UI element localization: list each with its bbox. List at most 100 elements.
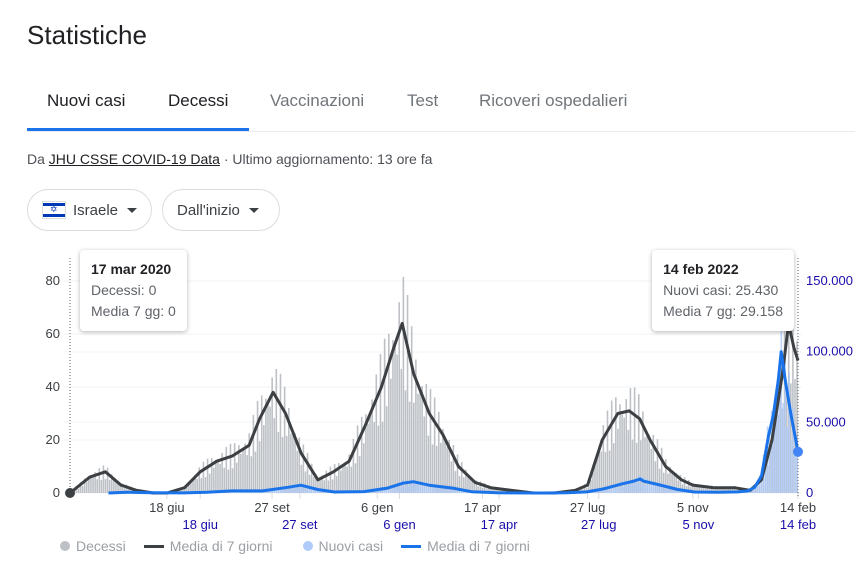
- bar: [471, 478, 473, 493]
- bar: [296, 450, 298, 493]
- bar: [250, 456, 253, 493]
- bar: [594, 465, 596, 493]
- tab-new-cases[interactable]: Nuovi casi: [47, 91, 126, 110]
- bar: [629, 388, 632, 493]
- bar: [494, 488, 496, 493]
- country-dropdown[interactable]: ✡ Israele: [27, 189, 152, 231]
- bar: [303, 483, 305, 493]
- bar: [467, 477, 469, 493]
- bar: [314, 488, 317, 493]
- bar: [583, 484, 586, 493]
- bar: [677, 489, 680, 493]
- bar: [421, 385, 423, 493]
- deaths-hover-point: [65, 488, 75, 498]
- bar: [458, 476, 461, 493]
- bar: [579, 486, 582, 493]
- bar: [83, 478, 86, 493]
- bar: [377, 425, 380, 493]
- bar: [310, 486, 313, 493]
- deaths-avg-line: [69, 321, 800, 495]
- bar: [393, 485, 396, 493]
- bar: [273, 418, 276, 493]
- bar: [433, 397, 436, 493]
- bar: [338, 463, 340, 493]
- bar: [631, 439, 634, 493]
- bar: [269, 406, 271, 493]
- bar: [317, 480, 319, 493]
- bar: [658, 485, 660, 493]
- bar: [254, 451, 257, 493]
- bar: [427, 482, 429, 493]
- bar: [382, 490, 384, 493]
- bar: [768, 447, 771, 493]
- bar: [367, 423, 369, 493]
- deaths-x-tick-label: 17 apr: [464, 500, 502, 515]
- bar: [413, 481, 416, 493]
- bar: [306, 452, 309, 493]
- bar: [283, 386, 286, 493]
- bar: [433, 487, 435, 493]
- bar: [225, 447, 228, 493]
- legend-dot-icon: [60, 541, 70, 551]
- bar: [630, 481, 633, 493]
- deaths-x-tick-label: 27 set: [254, 500, 290, 515]
- bar: [221, 452, 223, 493]
- deaths-y-tick-label: 80: [46, 273, 60, 288]
- bar: [600, 490, 603, 493]
- tab-vaccinations[interactable]: Vaccinazioni: [270, 91, 365, 110]
- bar: [623, 417, 625, 493]
- bar: [213, 467, 215, 493]
- range-dropdown[interactable]: Dall'inizio: [162, 189, 280, 231]
- bar: [399, 486, 402, 493]
- bar: [277, 487, 280, 493]
- tooltip-cases: 14 feb 2022 Nuovi casi: 25.430 Media 7 g…: [652, 250, 794, 331]
- bar: [642, 476, 645, 493]
- bar: [702, 485, 705, 493]
- bar: [652, 434, 655, 493]
- bar: [401, 480, 404, 493]
- bar: [723, 487, 725, 493]
- bar: [446, 447, 448, 493]
- bar: [395, 486, 398, 493]
- bar: [92, 477, 94, 493]
- bar: [664, 484, 666, 493]
- bar: [387, 333, 390, 493]
- bar: [287, 489, 289, 493]
- bar: [442, 428, 444, 493]
- bar: [265, 398, 267, 493]
- bar: [608, 450, 611, 493]
- bar: [302, 444, 305, 493]
- bar: [786, 427, 789, 493]
- bar: [796, 341, 798, 493]
- tab-hospitalizations[interactable]: Ricoveri ospedalieri: [479, 91, 628, 110]
- bar: [408, 401, 411, 493]
- bar: [265, 490, 268, 493]
- bar: [381, 421, 384, 493]
- bar: [640, 484, 643, 493]
- deaths-x-tick-label: 5 nov: [677, 500, 709, 515]
- tab-tests[interactable]: Test: [407, 91, 439, 110]
- tooltip-avg: Media 7 gg: 0: [91, 303, 176, 319]
- bar: [654, 461, 657, 493]
- bar: [650, 480, 652, 493]
- tab-deaths[interactable]: Decessi: [168, 91, 229, 110]
- bar: [481, 487, 484, 493]
- bar: [115, 480, 117, 493]
- bar: [774, 399, 777, 493]
- tab-divider: [27, 131, 855, 132]
- bar: [185, 487, 188, 493]
- bar: [323, 480, 326, 493]
- bar: [292, 431, 294, 493]
- bar: [419, 481, 422, 493]
- bar: [281, 437, 284, 493]
- bar: [469, 477, 471, 493]
- bar: [117, 481, 119, 493]
- bar: [402, 277, 405, 493]
- bar: [671, 472, 673, 493]
- source-link[interactable]: JHU CSSE COVID-19 Data: [48, 151, 220, 167]
- bar: [625, 399, 628, 493]
- bar: [600, 451, 603, 493]
- bar: [752, 488, 755, 493]
- bar: [679, 475, 682, 493]
